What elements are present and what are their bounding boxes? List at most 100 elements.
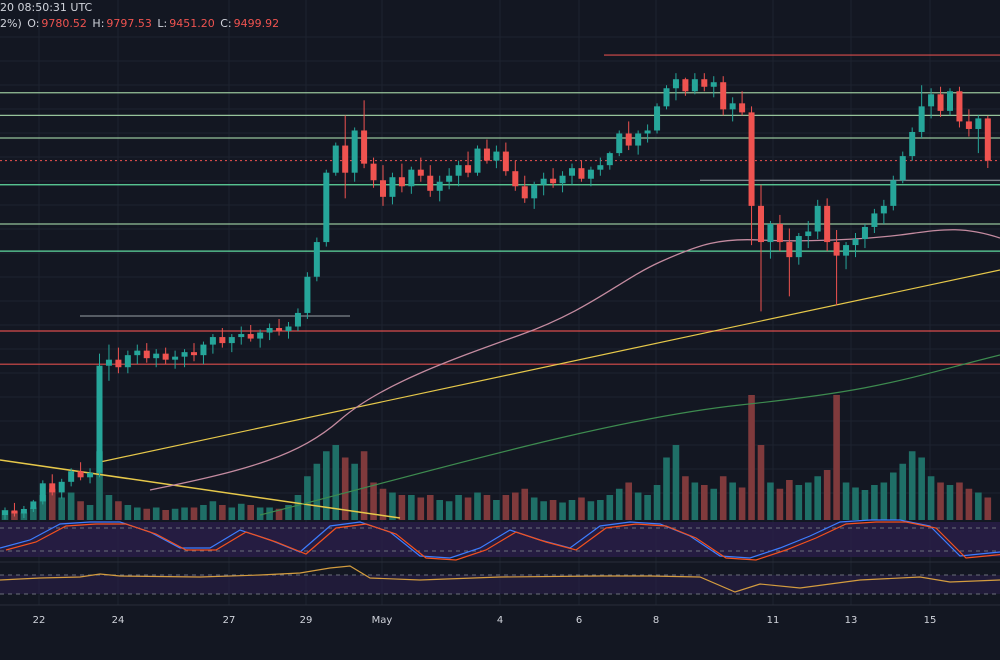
volume-bar xyxy=(219,505,226,520)
volume-bar xyxy=(653,485,661,520)
volume-bar xyxy=(634,492,642,520)
volume-bar xyxy=(984,497,992,520)
volume-bar xyxy=(483,495,491,520)
candle-body xyxy=(729,103,736,110)
volume-bar xyxy=(814,476,821,520)
candle-body xyxy=(408,169,415,187)
volume-bar xyxy=(200,505,207,520)
candle-body xyxy=(550,178,557,184)
candle-body xyxy=(512,171,519,187)
legend-close-label: C: xyxy=(220,17,232,30)
volume-bar xyxy=(691,482,699,520)
volume-bar xyxy=(587,501,595,520)
candle-body xyxy=(436,181,443,191)
candle-body xyxy=(257,332,264,339)
x-tick-label: 11 xyxy=(766,615,780,626)
volume-bar xyxy=(804,482,812,520)
volume-bar xyxy=(39,495,47,520)
volume-bar xyxy=(86,505,94,520)
candle-body xyxy=(947,91,953,111)
candle-body xyxy=(635,133,642,146)
candle-body xyxy=(39,483,46,502)
candle-body xyxy=(58,481,65,493)
candle-body xyxy=(483,148,490,161)
volume-bar xyxy=(502,495,510,520)
candle-body xyxy=(918,106,925,132)
volume-bar xyxy=(578,497,585,520)
legend-high-value: 9797.53 xyxy=(106,17,152,30)
x-tick-label: 24 xyxy=(111,615,125,626)
candle-body xyxy=(890,180,897,206)
candle-body xyxy=(654,106,661,131)
candle-body xyxy=(814,205,821,232)
candle-body xyxy=(398,177,405,187)
candle-body xyxy=(758,205,764,243)
volume-bar xyxy=(946,485,954,520)
candle-body xyxy=(77,471,84,478)
candle-body xyxy=(30,501,37,509)
volume-bar xyxy=(861,490,869,520)
candle-body xyxy=(682,79,689,92)
candle-body xyxy=(616,133,623,154)
candle-body xyxy=(502,151,509,172)
ma-200-line xyxy=(259,354,1000,516)
candle-body xyxy=(956,91,963,122)
candle-body xyxy=(776,223,783,243)
volume-bar xyxy=(228,507,236,520)
candle-body xyxy=(417,169,424,176)
volume-bar xyxy=(899,463,907,520)
candle-body xyxy=(465,165,472,173)
volume-bar xyxy=(464,497,472,520)
candle-body xyxy=(805,231,812,237)
volume-bar xyxy=(493,500,500,520)
candle-body xyxy=(540,178,547,185)
volume-bar xyxy=(682,476,689,520)
candle-body xyxy=(644,130,651,134)
volume-bar xyxy=(77,501,84,520)
candle-body xyxy=(266,328,273,333)
legend-open-value: 9780.52 xyxy=(41,17,87,30)
ma-50-line xyxy=(149,229,1000,491)
volume-bar xyxy=(738,487,746,520)
volume-bar xyxy=(871,485,878,520)
candle-body xyxy=(493,151,500,161)
candle-body xyxy=(871,213,878,227)
candle-body xyxy=(569,168,575,176)
candle-body xyxy=(20,508,27,514)
candle-body xyxy=(861,226,868,240)
volume-bar xyxy=(615,488,623,520)
volume-bar xyxy=(880,482,888,520)
candle-body xyxy=(304,276,311,313)
volume-bar xyxy=(247,505,254,520)
time-axis[interactable]: 22 24 27 29 May 4 6 8 11 13 15 xyxy=(0,610,1000,634)
volume-bar xyxy=(823,470,831,520)
candle-body xyxy=(928,94,935,107)
candle-body xyxy=(200,344,207,356)
candle-body xyxy=(710,82,717,87)
volume-bar xyxy=(256,507,264,520)
volume-bar xyxy=(266,507,273,520)
volume-bar xyxy=(625,482,632,520)
candle-body xyxy=(937,94,944,111)
candle-body xyxy=(191,352,197,356)
candle-body xyxy=(209,337,216,345)
volume-bar xyxy=(842,482,850,520)
volume-bar xyxy=(965,488,973,520)
volume-bar xyxy=(237,503,245,520)
volume-bar xyxy=(445,501,453,520)
volume-bar xyxy=(134,507,141,520)
candle-body xyxy=(124,355,131,368)
volume-bar xyxy=(171,508,179,520)
volume-bar xyxy=(672,445,680,520)
volume-bar xyxy=(559,502,566,520)
candle-body xyxy=(238,334,245,338)
candle-body xyxy=(181,352,188,357)
candle-body xyxy=(597,165,604,170)
candle-body xyxy=(219,337,226,344)
volume-bar xyxy=(530,497,538,520)
ohlc-legend: 20 08:50:31 UTC 2%) O: 9780.52 H: 9797.53 … xyxy=(0,0,281,32)
candle-body xyxy=(521,186,528,199)
candle-body xyxy=(313,242,320,277)
